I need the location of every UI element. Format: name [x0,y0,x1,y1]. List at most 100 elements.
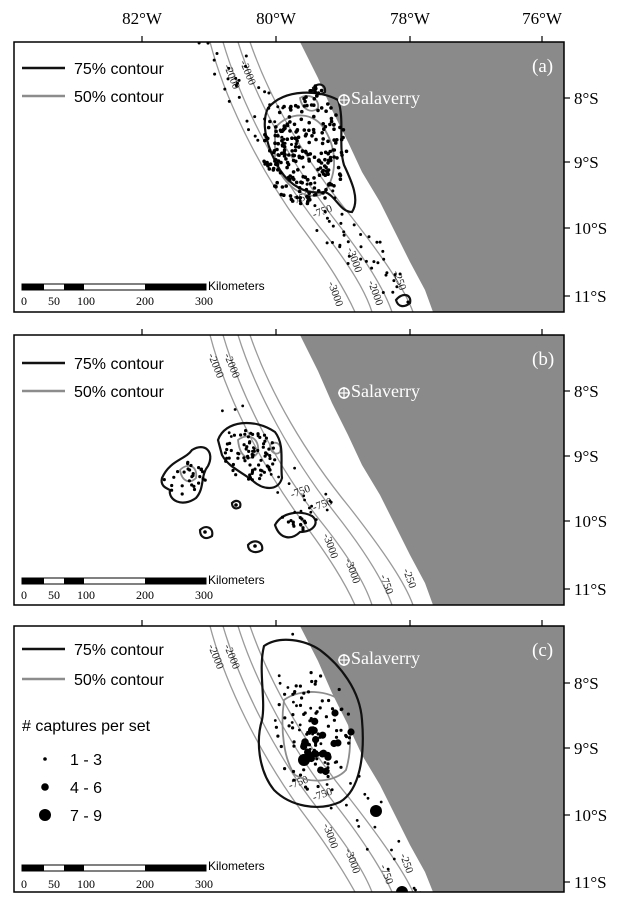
capture-point [227,456,231,460]
capture-point [302,519,307,523]
capture-point [299,523,303,527]
capture-point [311,717,319,726]
capture-point [228,441,232,445]
captures-legend-small-dot [43,757,47,761]
capture-point [268,456,272,461]
capture-point [268,468,272,472]
land-mass [300,42,564,312]
capture-point [290,136,294,140]
svg-text:Kilometers: Kilometers [208,573,265,587]
capture-point [286,175,290,179]
capture-point [198,475,202,479]
svg-text:300: 300 [195,294,213,308]
capture-point [277,475,280,479]
lat-ticks [564,682,570,883]
capture-point [290,143,293,146]
capture-point [324,715,328,719]
capture-point [281,106,285,110]
capture-point [293,136,298,140]
capture-point [310,504,313,508]
capture-point [249,431,253,435]
capture-point [346,712,350,716]
capture-point [367,235,371,239]
capture-point [331,709,339,717]
capture-point [291,154,296,158]
lon-label-80w: 80°W [256,9,297,28]
capture-point [285,137,290,141]
svg-text:-750: -750 [311,785,335,803]
capture-point [253,115,257,119]
capture-point [316,753,320,757]
capture-point [236,81,239,85]
panel-tag: (b) [532,349,554,370]
land-mass [300,335,564,605]
capture-point [273,141,277,145]
capture-point [312,114,316,119]
capture-point [382,257,386,261]
capture-point [391,290,395,294]
capture-point [366,796,370,800]
lon-ticks [141,329,543,335]
capture-point [339,707,343,712]
capture-point [392,857,396,861]
capture-point [325,508,329,512]
capture-point [307,157,311,162]
capture-point [329,806,333,810]
svg-text:-3000: -3000 [342,847,362,876]
capture-point [276,141,281,146]
capture-point [268,148,272,153]
capture-point [329,106,333,110]
capture-point [365,847,369,851]
lon-label-82w: 82°W [122,9,163,28]
svg-text:50: 50 [48,294,60,308]
capture-point [229,448,233,453]
capture-point [312,130,316,135]
capture-point [290,149,295,153]
capture-point [313,89,317,93]
capture-point [251,449,255,453]
capture-point [190,475,194,479]
capture-point [244,54,248,58]
capture-point [215,52,219,55]
capture-point [229,435,233,438]
capture-point [319,106,324,110]
capture-point [304,785,308,789]
svg-text:200: 200 [136,294,154,308]
capture-point [267,447,271,451]
capture-point [327,698,331,703]
svg-text:75% contour: 75% contour [74,356,165,373]
capture-point [292,700,295,704]
capture-point [323,157,327,162]
capture-point [347,736,351,740]
capture-point [315,229,319,232]
capture-point [346,262,350,265]
capture-point [335,156,339,160]
capture-point [263,439,267,443]
capture-point [288,120,292,124]
capture-point [307,120,312,125]
capture-point [246,435,250,439]
capture-point [344,149,349,154]
capture-point [282,137,286,141]
capture-point [287,153,291,157]
capture-point [326,774,330,779]
capture-point [326,762,330,766]
capture-point [256,138,260,142]
contour-50 [281,691,351,782]
capture-point [227,66,231,70]
latitude-labels: 8°S 9°S 10°S 11°S [574,382,607,599]
capture-point [320,141,325,146]
capture-point [315,757,319,761]
capture-point [290,721,294,724]
capture-point [364,259,368,263]
capture-point [236,456,240,460]
capture-point [372,260,376,264]
capture-point [305,201,310,206]
contour-75 [160,421,317,554]
capture-point [331,224,335,228]
capture-point [237,452,241,456]
capture-point [332,127,336,131]
capture-point [256,448,260,453]
capture-point [341,128,346,132]
